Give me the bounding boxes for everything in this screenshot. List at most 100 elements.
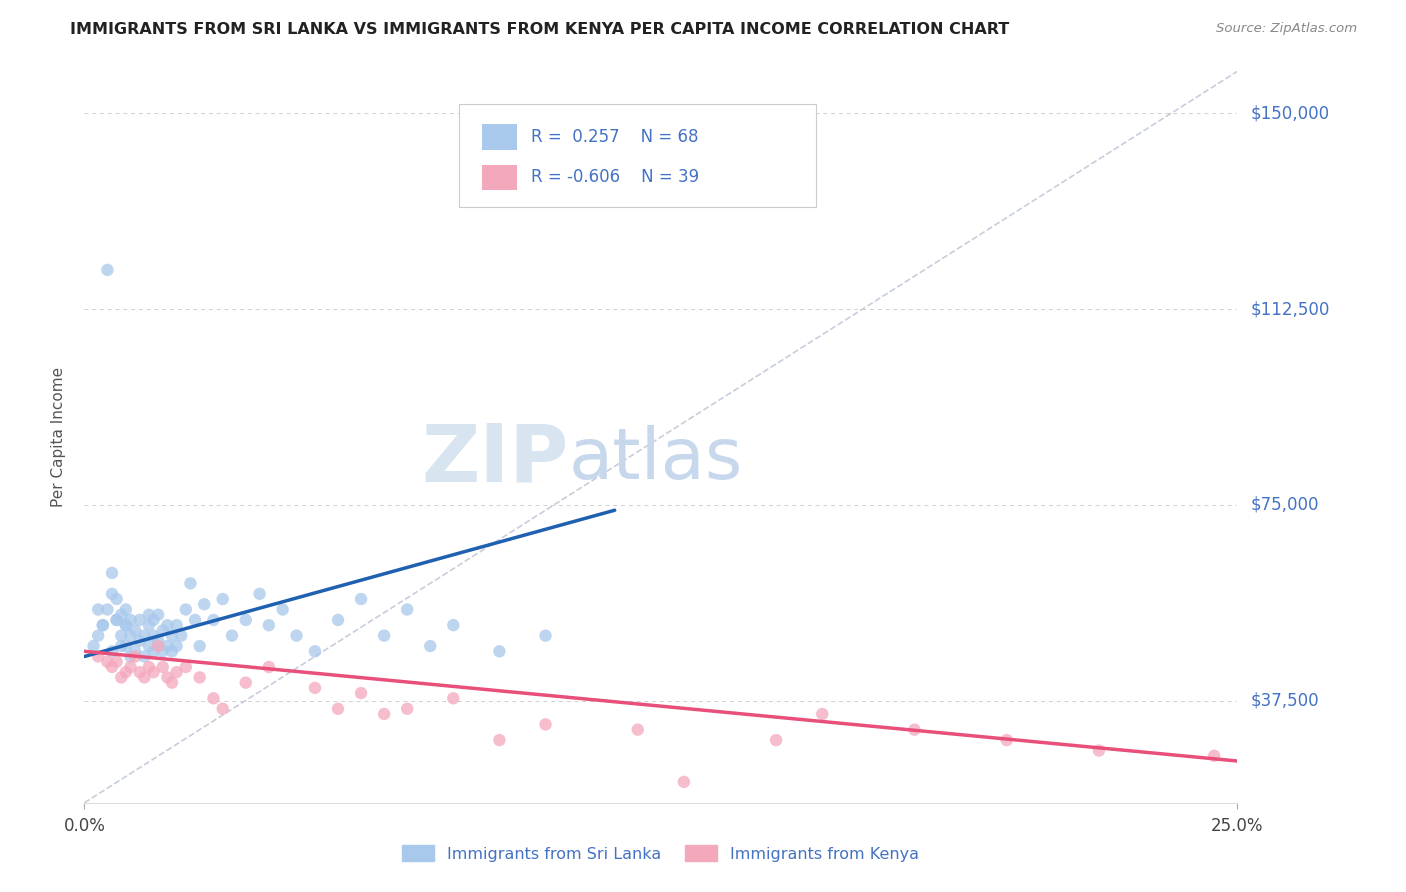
Point — [765, 733, 787, 747]
Point — [156, 639, 179, 653]
Point — [166, 665, 188, 680]
Point — [120, 613, 142, 627]
Point — [160, 644, 183, 658]
Point — [134, 629, 156, 643]
Point — [627, 723, 650, 737]
Point — [101, 587, 124, 601]
Point — [672, 775, 695, 789]
Point — [120, 649, 142, 664]
Point — [101, 644, 124, 658]
Point — [350, 592, 373, 607]
Point — [156, 618, 179, 632]
Point — [152, 660, 174, 674]
Point — [174, 660, 197, 674]
Text: $112,500: $112,500 — [1251, 300, 1330, 318]
Text: R = -0.606    N = 39: R = -0.606 N = 39 — [530, 169, 699, 186]
Point — [396, 702, 419, 716]
Point — [120, 660, 142, 674]
Point — [271, 602, 294, 616]
Point — [134, 649, 156, 664]
Point — [170, 629, 193, 643]
Point — [160, 675, 183, 690]
Point — [235, 613, 257, 627]
Point — [124, 644, 146, 658]
Point — [96, 655, 118, 669]
Point — [91, 618, 114, 632]
Point — [419, 639, 441, 653]
Point — [179, 576, 201, 591]
Point — [91, 618, 114, 632]
Legend: Immigrants from Sri Lanka, Immigrants from Kenya: Immigrants from Sri Lanka, Immigrants fr… — [396, 838, 925, 868]
Point — [202, 691, 225, 706]
Point — [166, 618, 188, 632]
Point — [235, 675, 257, 690]
Text: Source: ZipAtlas.com: Source: ZipAtlas.com — [1216, 22, 1357, 36]
Point — [304, 681, 326, 695]
Point — [138, 618, 160, 632]
Point — [257, 660, 280, 674]
Point — [202, 613, 225, 627]
Point — [142, 629, 165, 643]
Text: $75,000: $75,000 — [1251, 496, 1320, 514]
Point — [101, 660, 124, 674]
Point — [87, 649, 110, 664]
Point — [166, 639, 188, 653]
Point — [193, 597, 215, 611]
Point — [142, 644, 165, 658]
Point — [326, 702, 349, 716]
Point — [174, 602, 197, 616]
FancyBboxPatch shape — [482, 165, 517, 190]
Point — [138, 607, 160, 622]
Point — [115, 618, 138, 632]
Point — [373, 629, 395, 643]
Point — [903, 723, 925, 737]
Point — [160, 629, 183, 643]
Point — [373, 706, 395, 721]
Text: IMMIGRANTS FROM SRI LANKA VS IMMIGRANTS FROM KENYA PER CAPITA INCOME CORRELATION: IMMIGRANTS FROM SRI LANKA VS IMMIGRANTS … — [70, 22, 1010, 37]
Point — [115, 639, 138, 653]
Point — [96, 602, 118, 616]
Point — [120, 629, 142, 643]
Text: ZIP: ZIP — [422, 420, 568, 498]
Point — [211, 592, 233, 607]
Point — [488, 644, 510, 658]
Point — [441, 618, 464, 632]
Point — [87, 602, 110, 616]
Point — [146, 633, 169, 648]
FancyBboxPatch shape — [460, 104, 817, 207]
Text: Per Capita Income: Per Capita Income — [52, 367, 66, 508]
Point — [134, 670, 156, 684]
Point — [488, 733, 510, 747]
Point — [285, 629, 308, 643]
Text: $150,000: $150,000 — [1251, 104, 1330, 122]
Point — [146, 607, 169, 622]
Point — [811, 706, 834, 721]
Point — [156, 670, 179, 684]
Point — [96, 263, 118, 277]
Point — [105, 613, 128, 627]
Point — [188, 639, 211, 653]
Point — [1204, 748, 1226, 763]
Point — [221, 629, 243, 643]
Point — [304, 644, 326, 658]
Point — [142, 665, 165, 680]
Text: atlas: atlas — [568, 425, 742, 493]
Point — [128, 613, 150, 627]
Point — [115, 602, 138, 616]
Point — [152, 624, 174, 638]
Point — [249, 587, 271, 601]
Point — [534, 629, 557, 643]
Point — [110, 629, 132, 643]
FancyBboxPatch shape — [482, 124, 517, 150]
Point — [124, 624, 146, 638]
Point — [128, 665, 150, 680]
Point — [101, 566, 124, 580]
Text: $37,500: $37,500 — [1251, 692, 1320, 710]
Point — [110, 670, 132, 684]
Point — [257, 618, 280, 632]
Point — [534, 717, 557, 731]
Point — [105, 592, 128, 607]
Point — [350, 686, 373, 700]
Text: R =  0.257    N = 68: R = 0.257 N = 68 — [530, 128, 697, 146]
Point — [1088, 743, 1111, 757]
